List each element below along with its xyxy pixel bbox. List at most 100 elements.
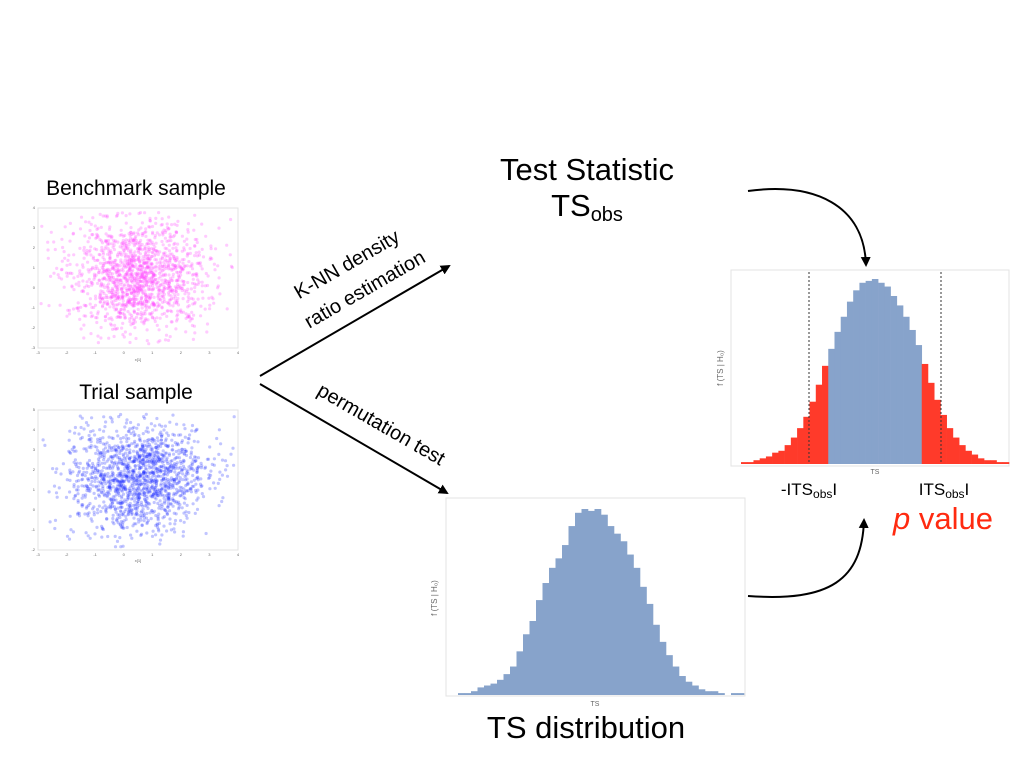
scatter-point (128, 260, 132, 264)
scatter-point (126, 262, 130, 266)
scatter-point (102, 448, 106, 452)
scatter-point (143, 464, 147, 468)
scatter-point (107, 261, 111, 265)
scatter-point (106, 285, 110, 289)
scatter-point (129, 230, 133, 234)
scatter-point (127, 240, 131, 244)
scatter-point (144, 451, 148, 455)
scatter-point (152, 453, 156, 457)
tail-bar (790, 437, 798, 464)
scatter-point (114, 303, 118, 307)
scatter-point (121, 296, 125, 300)
scatter-point (166, 501, 171, 505)
scatter-point (115, 477, 119, 481)
scatter-point (135, 474, 139, 478)
scatter-point (121, 290, 125, 294)
histogram-bar (890, 295, 898, 464)
scatter-point (167, 243, 171, 247)
scatter-point (216, 286, 220, 290)
scatter-point (143, 292, 147, 296)
scatter-point (113, 477, 117, 481)
scatter-point (107, 435, 111, 439)
scatter-point (130, 474, 134, 479)
scatter-point (138, 247, 142, 251)
scatter-point (176, 296, 180, 301)
scatter-point (127, 437, 131, 441)
scatter-point (193, 244, 197, 248)
scatter-point (152, 278, 156, 282)
scatter-point (105, 302, 109, 306)
scatter-point (114, 510, 118, 514)
scatter-point (199, 461, 203, 465)
scatter-point (155, 490, 159, 494)
scatter-point (137, 493, 141, 497)
scatter-point (175, 286, 179, 290)
scatter-point (136, 476, 140, 480)
scatter-point (96, 471, 100, 475)
scatter-point (195, 272, 199, 276)
scatter-point (161, 300, 165, 304)
scatter-point (120, 287, 124, 291)
scatter-point (122, 242, 126, 246)
histogram-bar (568, 526, 576, 695)
scatter-point (65, 314, 69, 318)
scatter-point (186, 470, 190, 474)
scatter-point (90, 465, 94, 469)
scatter-point (182, 490, 186, 494)
scatter-point (123, 302, 127, 307)
scatter-point (78, 414, 82, 418)
scatter-point (130, 472, 134, 476)
scatter-point (123, 316, 127, 320)
scatter-point (103, 479, 107, 483)
scatter-point (158, 465, 162, 469)
scatter-point (181, 268, 185, 272)
scatter-point (82, 447, 86, 451)
scatter-point (116, 296, 120, 300)
scatter-point (174, 259, 178, 263)
scatter-point (148, 444, 152, 448)
scatter-point (193, 511, 197, 515)
scatter-point (87, 236, 92, 240)
scatter-point (136, 272, 140, 276)
scatter-point (193, 455, 197, 459)
scatter-point (119, 499, 123, 503)
scatter-point (129, 489, 133, 493)
scatter-point (149, 295, 153, 299)
scatter-point (49, 274, 53, 278)
scatter-point (108, 255, 112, 259)
scatter-point (122, 456, 126, 460)
scatter-point (142, 491, 147, 495)
scatter-point (132, 491, 136, 495)
scatter-point (173, 522, 177, 526)
scatter-point (170, 223, 174, 227)
scatter-point (196, 278, 200, 282)
scatter-point (136, 282, 140, 286)
scatter-point (125, 278, 129, 282)
scatter-point (136, 483, 140, 487)
scatter-point (205, 457, 209, 461)
neg-ts-obs-prefix: -I (781, 480, 791, 499)
scatter-point (84, 251, 89, 255)
scatter-point (129, 476, 133, 480)
scatter-point (159, 474, 163, 478)
scatter-point (94, 273, 98, 277)
scatter-point (112, 278, 116, 282)
scatter-point (134, 297, 138, 302)
scatter-point (151, 274, 155, 278)
scatter-point (152, 317, 156, 321)
scatter-point (93, 267, 97, 271)
scatter-point (143, 271, 147, 275)
scatter-point (144, 482, 148, 486)
scatter-point (166, 445, 170, 449)
scatter-point (174, 512, 178, 516)
scatter-point (114, 214, 119, 218)
scatter-point (91, 216, 95, 220)
scatter-point (138, 478, 142, 482)
scatter-point (143, 312, 147, 316)
scatter-point (77, 280, 81, 284)
scatter-point (139, 226, 143, 230)
scatter-point (61, 462, 65, 466)
scatter-point (143, 230, 147, 234)
scatter-point (93, 466, 97, 470)
scatter-point (173, 264, 177, 268)
